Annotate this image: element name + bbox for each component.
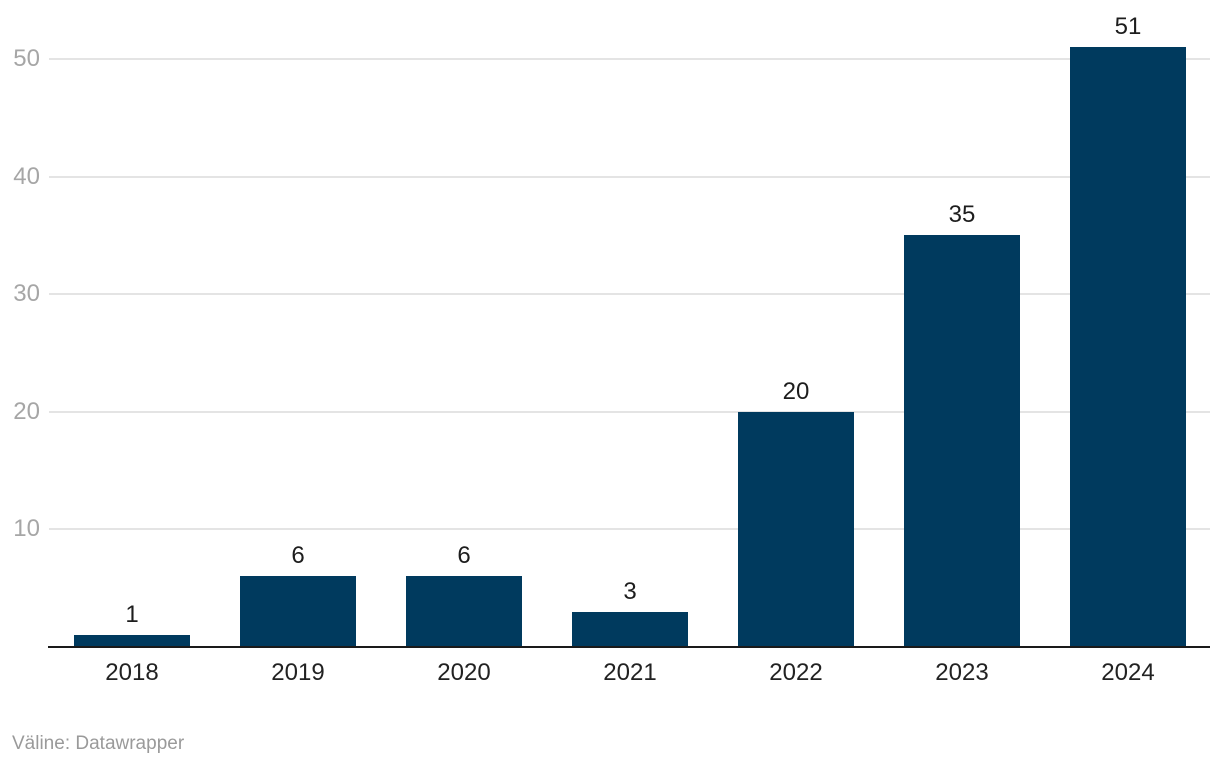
value-label-2022: 20 <box>782 377 810 405</box>
gridline-40 <box>49 175 1210 178</box>
value-label-2023: 35 <box>948 201 976 229</box>
x-tick-label-2024: 2024 <box>1101 659 1155 686</box>
bar-2022[interactable] <box>738 411 854 647</box>
bar-2019[interactable] <box>240 576 356 647</box>
value-label-2021: 3 <box>623 577 637 605</box>
x-axis-line <box>48 646 1210 648</box>
y-tick-label-20: 20 <box>13 397 40 425</box>
bar-2023[interactable] <box>904 235 1020 647</box>
value-label-2019: 6 <box>291 542 305 570</box>
gridline-20 <box>49 410 1210 413</box>
value-label-2018: 1 <box>125 601 139 629</box>
x-tick-label-2023: 2023 <box>935 659 989 686</box>
gridline-50 <box>49 58 1210 60</box>
y-tick-label-40: 40 <box>13 162 40 190</box>
bar-2021[interactable] <box>572 611 688 647</box>
x-tick-label-2018: 2018 <box>105 659 159 686</box>
bar-2020[interactable] <box>406 576 522 647</box>
x-tick-label-2021: 2021 <box>603 659 657 686</box>
bar-2024[interactable] <box>1070 47 1186 647</box>
y-tick-label-30: 30 <box>13 280 40 308</box>
x-tick-label-2019: 2019 <box>271 659 325 686</box>
source-note: Väline: Datawrapper <box>12 733 185 754</box>
y-tick-label-50: 50 <box>13 45 40 72</box>
gridline-10 <box>49 528 1210 531</box>
value-label-2020: 6 <box>457 542 471 570</box>
y-tick-label-10: 10 <box>13 515 40 543</box>
value-label-2024: 51 <box>1114 13 1142 41</box>
x-tick-label-2022: 2022 <box>769 659 823 686</box>
bar-2018[interactable] <box>74 635 190 647</box>
x-tick-label-2020: 2020 <box>437 659 491 686</box>
gridline-30 <box>49 293 1210 296</box>
